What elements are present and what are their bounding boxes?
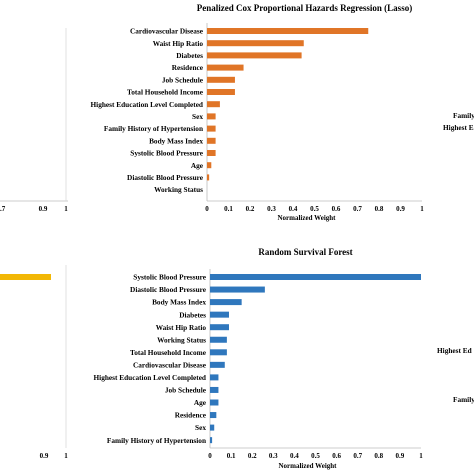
- bar: [210, 412, 217, 419]
- partial-tick-label: .7: [0, 205, 6, 213]
- category-label: Diastolic Blood Pressure: [130, 285, 207, 294]
- x-tick-label: 0.9: [396, 452, 405, 460]
- bar: [210, 311, 229, 318]
- bar: [207, 137, 216, 144]
- partial-tick-label: 1: [64, 205, 68, 213]
- x-tick-label: 1: [420, 205, 424, 213]
- bar: [210, 274, 421, 280]
- bar: [207, 150, 216, 156]
- partial-tick-label: 1: [64, 452, 68, 460]
- x-tick-label: 0: [205, 205, 209, 213]
- category-label: Job Schedule: [162, 75, 204, 84]
- bar: [207, 76, 235, 83]
- category-label: Diabetes: [176, 51, 203, 60]
- bar: [210, 349, 227, 356]
- category-label: Systolic Blood Pressure: [130, 149, 203, 158]
- x-tick-label: 0.4: [289, 205, 298, 213]
- bar: [207, 40, 304, 47]
- x-tick-label: 0.7: [353, 205, 362, 213]
- x-tick-label: 0.5: [311, 452, 320, 460]
- x-tick-label: 0.3: [267, 205, 276, 213]
- bar: [210, 424, 215, 431]
- category-label: Total Household Income: [127, 88, 204, 97]
- cropped-right-labels: Family Highest Ed Highest Ed Family: [437, 111, 474, 404]
- x-tick-label: 0.6: [332, 205, 341, 213]
- chart-title: Random Survival Forest: [258, 247, 352, 257]
- x-tick-label: 0.2: [248, 452, 257, 460]
- bar: [210, 374, 219, 381]
- cropped-label: Family: [453, 111, 474, 120]
- bar: [207, 28, 369, 34]
- category-label: Waist Hip Ratio: [156, 323, 207, 332]
- x-tick-label: 0.6: [332, 452, 341, 460]
- partial-tick-label: 0.9: [39, 205, 48, 213]
- x-tick-label: 0.5: [310, 205, 319, 213]
- category-label: Highest Education Level Completed: [91, 100, 204, 109]
- partial-panel-top-left: .7 0.9 1: [0, 28, 68, 213]
- bar: [210, 286, 265, 293]
- bar: [207, 174, 210, 181]
- bar: [210, 336, 227, 343]
- bar: [207, 101, 220, 108]
- category-label: Diabetes: [179, 310, 206, 319]
- x-tick-label: 0.4: [290, 452, 299, 460]
- category-label: Sex: [192, 112, 203, 121]
- x-tick-label: 0.7: [353, 452, 362, 460]
- lasso-panel: Penalized Cox Proportional Hazards Regre…: [91, 3, 425, 222]
- category-label: Body Mass Index: [149, 136, 203, 145]
- x-tick-label: 0: [208, 452, 212, 460]
- rsf-panel: Random Survival Forest 0 0.1 0.2 0.3 0.4 0.5 0.…: [94, 247, 424, 470]
- category-label: Job Schedule: [165, 386, 207, 395]
- bar: [210, 386, 219, 393]
- category-label: Waist Hip Ratio: [153, 39, 204, 48]
- category-label: Cardiovascular Disease: [130, 27, 204, 36]
- x-tick-label: 0.1: [224, 205, 233, 213]
- category-label: Working Status: [154, 185, 203, 194]
- chart-title: Penalized Cox Proportional Hazards Regre…: [197, 3, 412, 13]
- x-tick-label: 0.8: [375, 205, 384, 213]
- category-label: Body Mass Index: [152, 298, 206, 307]
- category-label: Working Status: [157, 335, 206, 344]
- x-tick-label: 0.3: [269, 452, 278, 460]
- category-label: Family History of Hypertension: [107, 436, 206, 445]
- category-label: Total Household Income: [130, 348, 207, 357]
- x-tick-label: 0.9: [396, 205, 405, 213]
- category-label: Family History of Hypertension: [104, 124, 203, 133]
- bar: [207, 64, 244, 71]
- partial-panel-bottom-left: 0.9 1: [0, 265, 68, 460]
- partial-tick-label: 0.9: [40, 452, 49, 460]
- x-tick-label: 1: [419, 452, 423, 460]
- x-axis-label: Normalized Weight: [278, 462, 337, 470]
- x-tick-label: 0.2: [246, 205, 255, 213]
- category-label: Systolic Blood Pressure: [133, 273, 206, 282]
- bar: [207, 52, 302, 59]
- bar: [207, 89, 235, 95]
- category-label: Age: [191, 161, 204, 170]
- bar: [210, 324, 229, 331]
- x-tick-label: 0.1: [227, 452, 236, 460]
- x-axis-label: Normalized Weight: [277, 214, 336, 222]
- bar: [207, 162, 212, 169]
- bar: [210, 299, 242, 306]
- cropped-label: Highest Ed: [443, 123, 474, 132]
- category-label: Residence: [175, 411, 207, 420]
- cropped-label: Family: [453, 395, 474, 404]
- cropped-label: Highest Ed: [437, 346, 472, 355]
- bar: [210, 399, 219, 406]
- bar: [207, 125, 216, 132]
- category-label: Highest Education Level Completed: [94, 373, 207, 382]
- bar: [207, 113, 216, 120]
- bar: [210, 437, 213, 444]
- category-label: Diastolic Blood Pressure: [127, 173, 204, 182]
- category-label: Cardiovascular Disease: [133, 360, 207, 369]
- category-label: Age: [194, 398, 207, 407]
- x-tick-label: 0.8: [374, 452, 383, 460]
- partial-bar: [0, 274, 51, 280]
- bar: [210, 361, 225, 368]
- category-label: Sex: [195, 423, 206, 432]
- category-label: Residence: [172, 63, 204, 72]
